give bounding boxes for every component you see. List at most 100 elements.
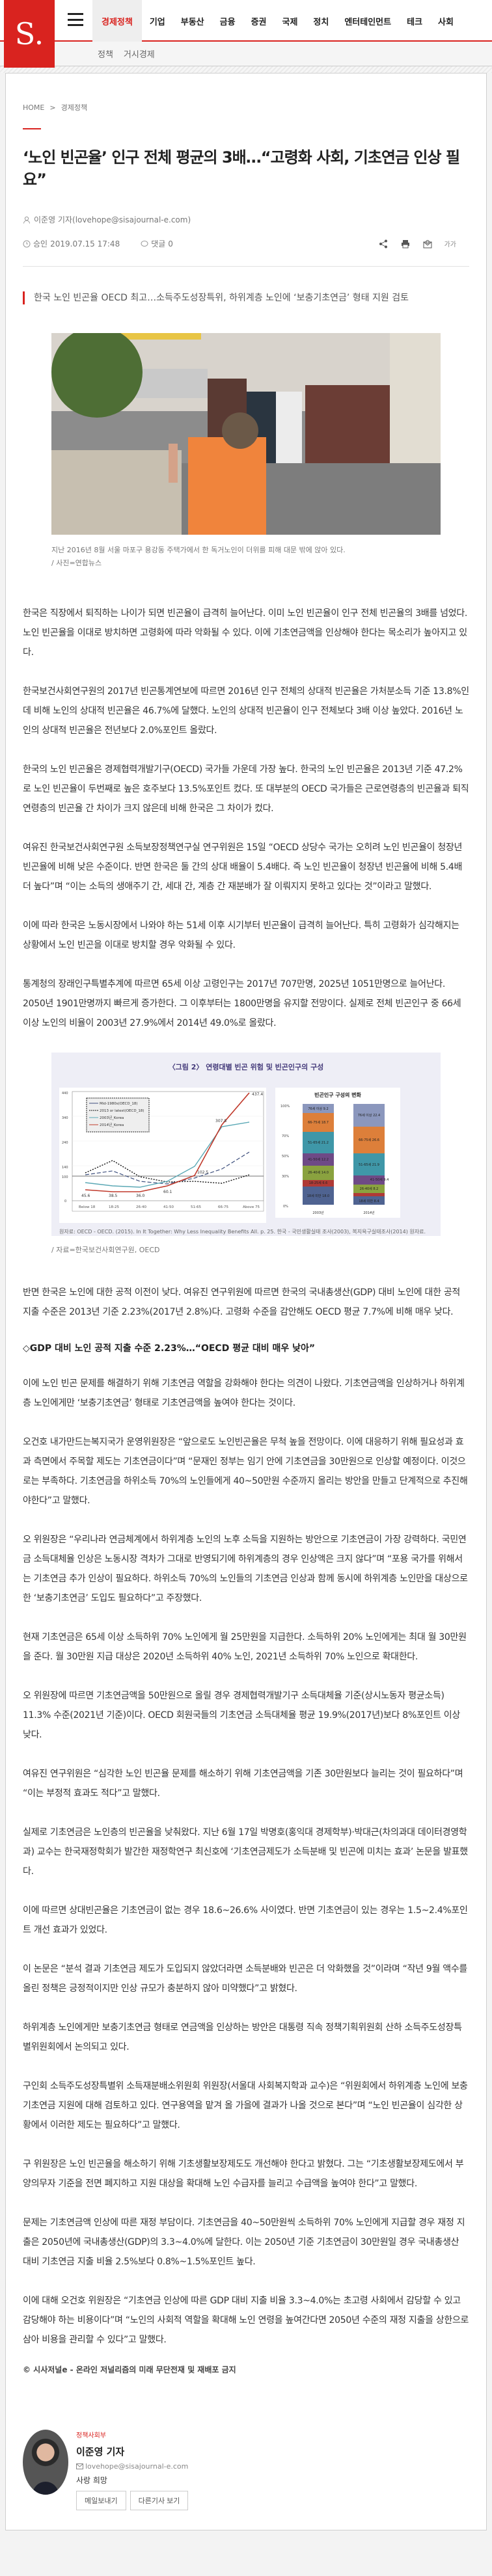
svg-text:100: 100 [62, 1175, 68, 1179]
paragraph: 반면 한국은 노인에 대한 공적 이전이 낮다. 여유진 연구위원에 따르면 한… [23, 1287, 460, 1317]
approved-time: 2019.07.15 17:48 [50, 239, 120, 248]
comments-count: 0 [168, 239, 173, 248]
svg-text:Mid-1980s(OECD_18): Mid-1980s(OECD_18) [100, 1102, 138, 1106]
svg-text:102.5: 102.5 [197, 1170, 208, 1175]
font-size-button[interactable]: 가가 [444, 241, 456, 248]
author-email[interactable]: lovehope@sisajournal-e.com [76, 2462, 188, 2471]
stacked-bar-chart: 빈곤인구 구성의 변화 100% 70% 50% 30% 0% [275, 1088, 400, 1218]
email-icon[interactable] [422, 239, 433, 249]
author-motto: 사랑 희망 [76, 2476, 107, 2485]
article-summary: 한국 노인 빈곤율 OECD 최고…소득주도성장특위, 하위계층 노인에 ‘보충… [23, 291, 469, 304]
paragraph: 한국은 직장에서 퇴직하는 나이가 되면 빈곤율이 급격히 늘어난다. 이미 노… [23, 608, 467, 658]
svg-text:0%: 0% [283, 1205, 288, 1209]
svg-text:76세 이상 22.4: 76세 이상 22.4 [358, 1113, 380, 1118]
article-title: ‘노인 빈곤율’ 인구 전체 평균의 3배…“고령화 사회, 기초연금 인상 필… [23, 148, 460, 189]
svg-text:41-50세 12.2: 41-50세 12.2 [308, 1157, 329, 1162]
paragraph: 이에 대해 오건호 위원장은 “기초연금 인상에 따른 GDP 대비 지출 비율… [23, 2296, 469, 2345]
svg-text:2014년: 2014년 [363, 1211, 375, 1215]
article-photo-figure: 지난 2016년 8월 서울 마포구 용강동 주택가에서 한 독거노인이 더위를… [51, 333, 441, 570]
svg-text:41-50: 41-50 [163, 1205, 174, 1209]
svg-text:18-25세 6.6: 18-25세 6.6 [309, 1181, 328, 1185]
paragraph: 통계청의 장래인구특별추계에 따르면 65세 이상 고령인구는 2017년 70… [23, 979, 461, 1028]
article-body: 한국은 직장에서 퇴직하는 나이가 되면 빈곤율이 급격히 늘어난다. 이미 노… [23, 604, 469, 2375]
nav-item-finance[interactable]: 금융 [219, 17, 236, 27]
svg-text:66-75세 26.6: 66-75세 26.6 [359, 1138, 379, 1142]
menu-icon[interactable] [68, 13, 83, 26]
paragraph: 하위계층 노인에게만 보충기초연금 형태로 연금액을 인상하는 방안은 대통령 … [23, 2022, 462, 2052]
svg-text:Below 18: Below 18 [79, 1205, 96, 1209]
svg-text:30%: 30% [282, 1175, 289, 1179]
nav-item-international[interactable]: 국제 [282, 17, 298, 27]
byline-text: 이준영 기자(lovehope@sisajournal-e.com) [34, 215, 191, 224]
subnav-item-policy[interactable]: 정책 [98, 50, 113, 60]
site-header: S. 경제정책 기업 부동산 금융 증권 국제 정치 엔터테인먼트 테크 사회 … [0, 0, 492, 68]
global-nav-bar: S. 경제정책 기업 부동산 금융 증권 국제 정치 엔터테인먼트 테크 사회 [0, 0, 492, 68]
svg-text:18-25: 18-25 [109, 1205, 119, 1209]
nav-item-society[interactable]: 사회 [438, 17, 454, 27]
paragraph: 여유진 연구위원은 “심각한 노인 빈곤율 문제를 해소하기 위해 기초연금액을… [23, 1769, 463, 1799]
article-photo [51, 333, 441, 535]
nav-item-tech[interactable]: 테크 [407, 17, 423, 27]
line-chart: 440 340 240 140 100 0 45.6 38.5 36.0 60.1 102.5 30… [59, 1088, 266, 1223]
nav-item-real-estate[interactable]: 부동산 [180, 17, 204, 27]
svg-text:440: 440 [62, 1092, 68, 1095]
paragraph: 이에 따라 한국은 노동시장에서 나와야 하는 51세 이후 시기부터 빈곤율이… [23, 920, 459, 950]
subnav-item-macro[interactable]: 거시경제 [123, 50, 155, 60]
svg-text:51-65세 21.9: 51-65세 21.9 [359, 1162, 379, 1167]
svg-text:빈곤인구 구성의 변화: 빈곤인구 구성의 변화 [314, 1092, 361, 1098]
svg-text:36.0: 36.0 [136, 1194, 145, 1198]
svg-text:Above 75: Above 75 [243, 1205, 260, 1209]
chevron-right-icon: > [49, 103, 56, 112]
site-logo[interactable]: S. [4, 0, 55, 68]
nav-item-politics[interactable]: 정치 [313, 17, 329, 27]
svg-text:2003년_Korea: 2003년_Korea [100, 1115, 124, 1120]
svg-text:76세 이상 9.2: 76세 이상 9.2 [308, 1107, 328, 1111]
nav-item-entertainment[interactable]: 엔터테인먼트 [344, 17, 392, 27]
breadcrumb-section[interactable]: 경제정책 [61, 103, 88, 112]
author-name[interactable]: 이준영 기자 [76, 2446, 125, 2458]
chart-caption: / 자료=한국보건사회연구원, OECD [51, 1246, 160, 1254]
chart-title: 〈그림 2〉 연령대별 빈곤 위험 및 빈곤인구의 구성 [168, 1063, 324, 1071]
paragraph: 구 위원장은 노인 빈곤율을 해소하기 위해 기초생활보장제도도 개선해야 한다… [23, 2159, 464, 2189]
svg-text:437.4: 437.4 [252, 1092, 263, 1097]
nav-item-economic-policy[interactable]: 경제정책 [92, 0, 142, 42]
svg-text:307.8: 307.8 [215, 1119, 226, 1123]
svg-text:2014년_Korea: 2014년_Korea [100, 1122, 124, 1127]
photo-caption: 지난 2016년 8월 서울 마포구 용강동 주택가에서 한 독거노인이 더위를… [51, 546, 346, 567]
comments-label[interactable]: 댓글 [151, 239, 166, 248]
svg-text:38.5: 38.5 [109, 1194, 118, 1198]
nav-item-business[interactable]: 기업 [149, 17, 165, 27]
svg-text:0: 0 [64, 1200, 66, 1203]
paragraph: 이에 따르면 상대빈곤율은 기초연금이 없는 경우 18.6~26.6% 사이였… [23, 1905, 468, 1935]
paragraph: 현재 기초연금은 65세 이상 소득하위 70% 노인에게 월 25만원을 지급… [23, 1632, 467, 1662]
paragraph: 실제로 기초연금은 노인층의 빈곤율을 낮춰왔다. 지난 6월 17일 박명호(… [23, 1827, 468, 1877]
clock-icon [23, 240, 31, 247]
paragraph: 문제는 기초연금액 인상에 따른 재정 부담이다. 기초연금을 40~50만원씩… [23, 2218, 465, 2267]
comment-icon [141, 240, 148, 247]
section-subheading: ◇GDP 대비 노인 공적 지출 수준 2.23%…“OECD 평균 대비 매우… [23, 1343, 316, 1354]
author-dept: 정책사회부 [76, 2432, 106, 2439]
send-mail-button[interactable]: 메일보내기 [76, 2491, 126, 2510]
paragraph: 한국의 노인 빈곤율은 경제협력개발기구(OECD) 국가들 가운데 가장 높다… [23, 764, 469, 814]
print-icon[interactable] [400, 239, 411, 249]
svg-text:26-40: 26-40 [136, 1205, 146, 1209]
title-accent [23, 128, 41, 129]
copyright-notice: © 시사저널e - 온라인 저널리즘의 미래 무단전재 및 재배포 금지 [23, 2365, 236, 2374]
paragraph: 오 위원장에 따르면 기초연금액을 50만원으로 올릴 경우 경제협력개발기구 … [23, 1691, 460, 1740]
breadcrumb-home[interactable]: HOME [23, 103, 45, 112]
paragraph: 오건호 내가만드는복지국가 운영위원장은 “앞으로도 노인빈곤율은 무척 높을 … [23, 1437, 468, 1506]
author-avatar [23, 2430, 68, 2495]
svg-text:140: 140 [62, 1166, 68, 1170]
share-icon[interactable] [378, 239, 389, 249]
chart-image: 〈그림 2〉 연령대별 빈곤 위험 및 빈곤인구의 구성 440 340 240 14… [51, 1053, 441, 1236]
hatch-divider [0, 66, 492, 73]
other-articles-button[interactable]: 다른기사 보기 [130, 2491, 189, 2510]
sub-nav: 정책 거시경제 [0, 42, 492, 66]
meta-divider [23, 266, 469, 267]
nav-item-securities[interactable]: 증권 [251, 17, 267, 27]
svg-text:41-50세 9.4: 41-50세 9.4 [370, 1177, 389, 1182]
svg-text:50%: 50% [282, 1155, 289, 1159]
svg-text:2003년: 2003년 [312, 1211, 324, 1215]
svg-text:66-75: 66-75 [218, 1205, 228, 1209]
chart-source: 원자료: OECD - OECD. (2015). In It Together… [59, 1229, 426, 1235]
